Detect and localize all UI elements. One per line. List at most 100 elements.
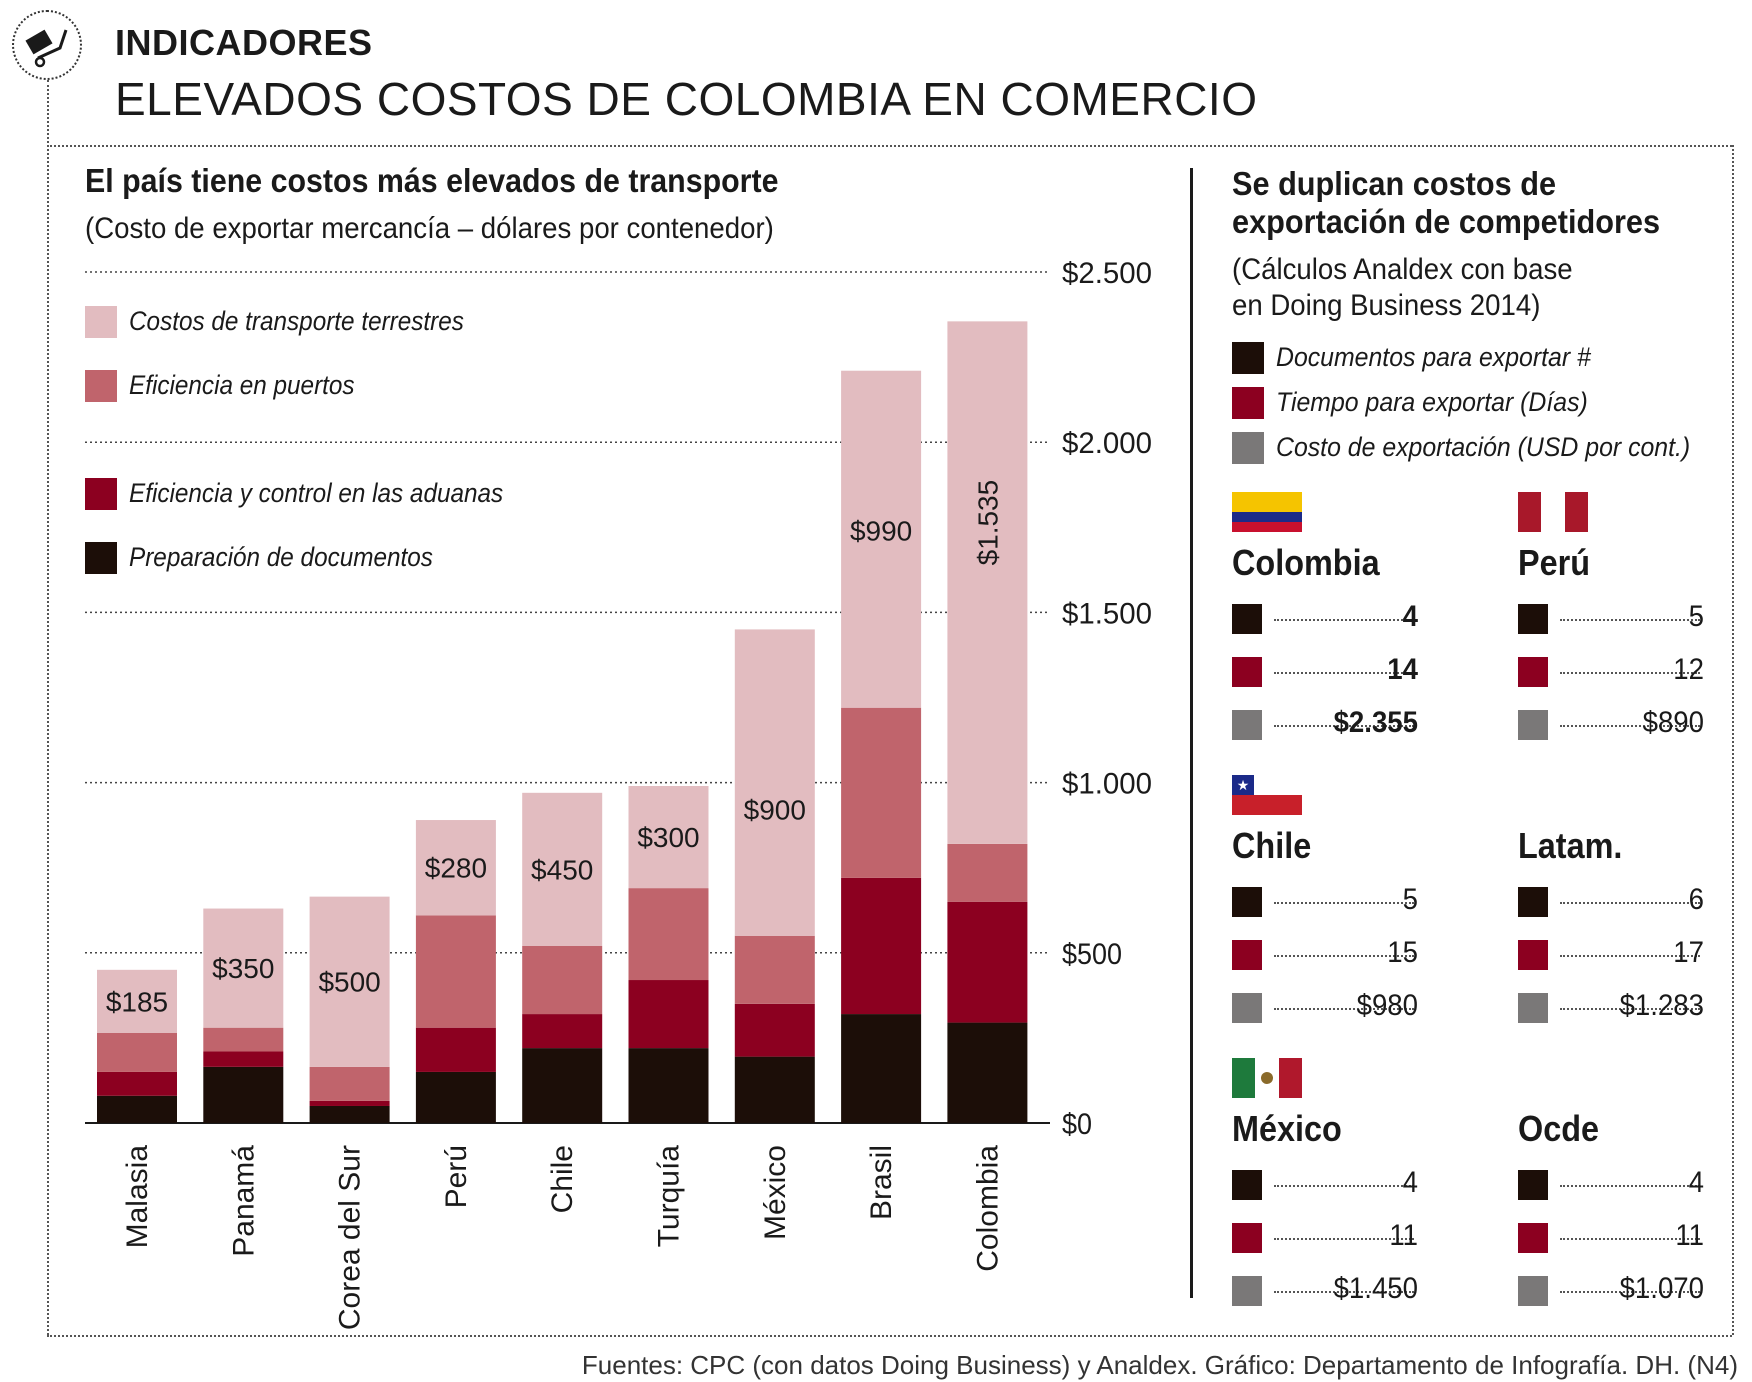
row-swatch [1518,1276,1548,1306]
bar-segment [97,1033,177,1072]
bar-segment [735,629,815,935]
right-sub-line2: en Doing Business 2014) [1232,288,1573,324]
country-name: Chile [1232,825,1311,867]
legend-label: Costo de exportación (USD por cont.) [1276,432,1690,463]
legend-swatch [1232,342,1264,374]
flag-mexico-icon [1232,1058,1302,1098]
data-label: $900 [744,794,806,825]
data-label: $280 [425,853,487,884]
x-tick-label: Panamá [227,1145,260,1257]
bar-segment [203,1028,283,1052]
dot-leader [1560,902,1700,904]
country-name: Colombia [1232,542,1380,584]
data-label: $185 [106,986,168,1017]
country-name: Perú [1518,542,1590,584]
row-value: 4 [1689,1166,1704,1200]
row-value: 5 [1689,600,1704,634]
flag-colombia-icon [1232,492,1302,532]
stacked-bar-chart: $0 $500 $1.000 $1.500 $2.000 $2.500 $185 Malasi… [0,0,1180,1330]
bar-segment [947,844,1027,902]
row-swatch [1232,710,1262,740]
country-row-days: 15 [1232,940,1414,972]
row-swatch [1232,1276,1262,1306]
row-value: 4 [1403,1166,1418,1200]
data-label: $500 [318,967,380,998]
bar-segment [629,1048,709,1123]
bar-segment [522,946,602,1014]
dot-leader [1560,1185,1700,1187]
bar-segment [947,902,1027,1023]
bar-segment [947,1023,1027,1123]
bar-segment [841,1014,921,1123]
row-swatch [1232,1170,1262,1200]
flag-peru-icon [1518,492,1588,532]
row-swatch [1232,657,1262,687]
x-tick-label: México [759,1145,792,1240]
bar-segment [416,915,496,1027]
legend-swatch [1232,432,1264,464]
country-row-docs: 4 [1518,1170,1700,1202]
y-tick-label: $2.500 [1062,257,1152,290]
x-tick-label: Perú [440,1145,473,1208]
row-value: $1.070 [1620,1272,1704,1306]
row-value: 17 [1673,936,1704,970]
row-value: 5 [1403,883,1418,917]
row-value: 11 [1389,1219,1418,1253]
right-sub-line1: (Cálculos Analdex con base [1232,252,1573,288]
right-panel-subtitle: (Cálculos Analdex con base en Doing Busi… [1232,252,1573,324]
bar-segment [97,1096,177,1123]
row-swatch [1518,1223,1548,1253]
country-name: Ocde [1518,1108,1599,1150]
bar-segment [310,1106,390,1123]
country-row-docs: 5 [1232,887,1414,919]
data-label: $1.535 [972,480,1003,566]
bar-segment [203,1052,283,1067]
country-row-days: 11 [1518,1223,1700,1255]
country-row-cost: $2.355 [1232,710,1414,742]
country-row-cost: $1.450 [1232,1276,1414,1308]
row-swatch [1518,604,1548,634]
x-tick-label: Corea del Sur [334,1145,367,1330]
row-value: $890 [1643,706,1704,740]
frame-right [1732,145,1734,1335]
y-tick-label: $500 [1062,938,1122,971]
row-swatch [1232,1223,1262,1253]
bar-segment [310,1067,390,1101]
row-value: 15 [1387,936,1418,970]
row-swatch [1518,940,1548,970]
row-swatch [1232,940,1262,970]
right-title-line1: Se duplican costos de [1232,165,1660,203]
row-value: 11 [1675,1219,1704,1253]
y-tick-label: $0 [1062,1108,1092,1141]
bar-segment [522,1014,602,1048]
x-tick-label: Chile [546,1145,579,1213]
country-name: Latam. [1518,825,1622,867]
country-row-docs: 5 [1518,604,1700,636]
country-row-cost: $890 [1518,710,1700,742]
dot-leader [1274,902,1414,904]
right-title-line2: exportación de competidores [1232,203,1660,241]
bar-segment [310,1101,390,1106]
row-swatch [1518,657,1548,687]
bar-segment [629,980,709,1048]
panel-divider [1190,168,1193,1298]
legend-swatch [1232,387,1264,419]
row-value: 4 [1403,600,1418,634]
row-swatch [1518,887,1548,917]
country-name: México [1232,1108,1342,1150]
data-label: $450 [531,854,593,885]
x-tick-label: Brasil [865,1145,898,1220]
bar-segment [841,708,921,878]
country-row-cost: $1.283 [1518,993,1700,1025]
bar-segment [416,1072,496,1123]
source-note: Fuentes: CPC (con datos Doing Business) … [582,1350,1738,1381]
bar-segment [735,936,815,1004]
svg-text:★: ★ [1237,777,1250,793]
row-swatch [1518,710,1548,740]
country-row-docs: 4 [1232,604,1414,636]
frame-bottom [47,1335,1732,1337]
bar-segment [735,1057,815,1123]
row-value: 12 [1673,653,1704,687]
country-row-cost: $980 [1232,993,1414,1025]
flag-chile-icon: ★ [1232,775,1302,815]
